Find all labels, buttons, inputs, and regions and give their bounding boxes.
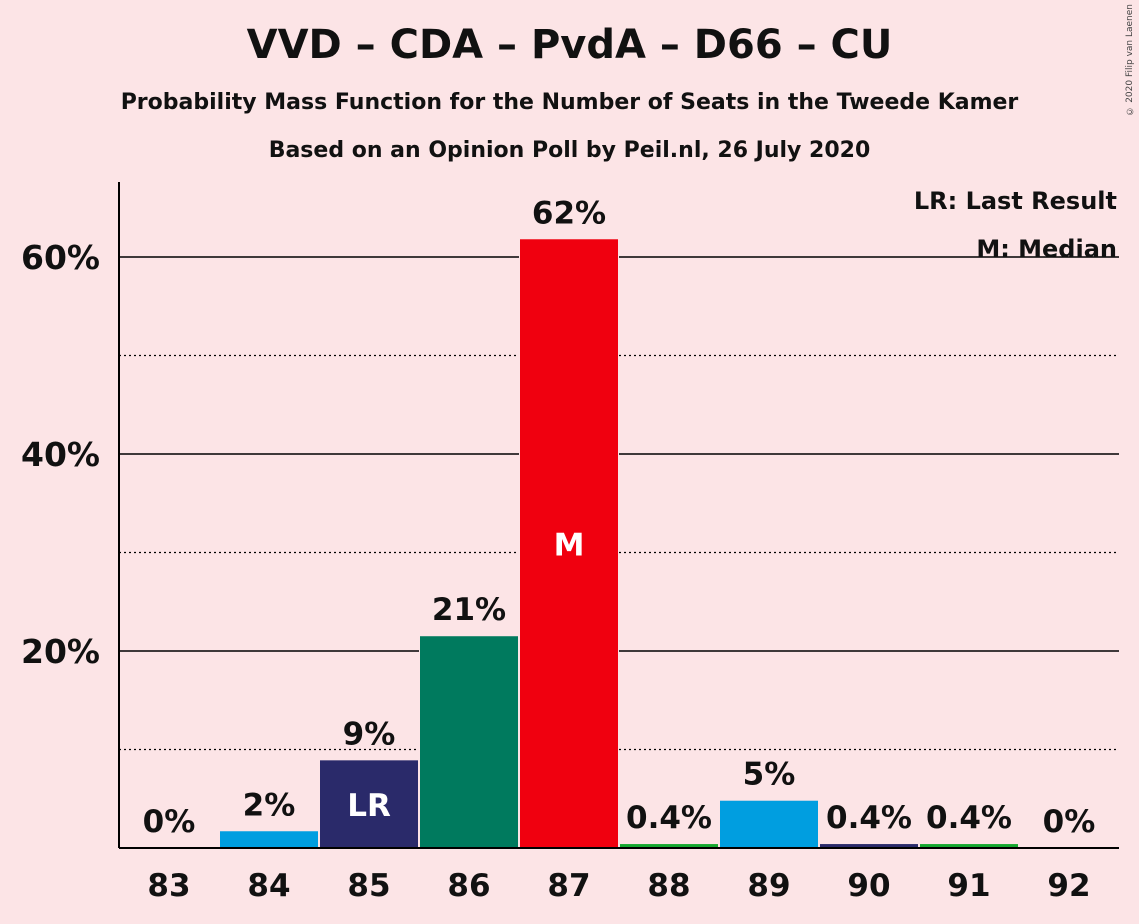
y-tick-40: 40% (21, 435, 100, 474)
bar-86 (420, 636, 518, 848)
legend-median: M: Median (976, 235, 1117, 263)
data-label-85: 9% (343, 716, 396, 752)
data-label-91: 0.4% (926, 800, 1012, 836)
x-tick-92: 92 (1047, 868, 1090, 904)
data-label-88: 0.4% (626, 800, 712, 836)
y-tick-20: 20% (21, 632, 100, 671)
data-label-87: 62% (532, 195, 606, 231)
x-tick-87: 87 (547, 868, 590, 904)
x-tick-89: 89 (747, 868, 790, 904)
bar-inside-label: LR (347, 788, 391, 824)
chart-subtitle: Probability Mass Function for the Number… (120, 90, 1019, 115)
axes (118, 182, 1119, 849)
bar-85 (320, 760, 418, 848)
chart-subtitle-source: Based on an Opinion Poll by Peil.nl, 26 … (268, 138, 871, 163)
data-label-90: 0.4% (826, 800, 912, 836)
y-tick-60: 60% (21, 238, 100, 277)
x-tick-91: 91 (947, 868, 990, 904)
data-label-86: 21% (432, 592, 506, 628)
bar-87 (520, 239, 618, 848)
chart-title: VVD – CDA – PvdA – D66 – CU (246, 22, 893, 68)
data-label-83: 0% (143, 804, 196, 840)
legend-last-result: LR: Last Result (914, 187, 1117, 215)
data-label-84: 2% (243, 787, 296, 823)
x-tick-83: 83 (147, 868, 190, 904)
x-tick-84: 84 (247, 868, 290, 904)
tick-labels: 83 84 85 86 87 88 89 90 91 92 20% 40% 60% (21, 238, 1091, 904)
data-labels: 0% 2% LR 9% 21% M 62% 0.4% 5% 0.4% 0.4% 0% (143, 195, 1096, 840)
data-label-92: 0% (1043, 804, 1096, 840)
data-label-89: 5% (743, 757, 796, 793)
bar-84 (220, 831, 318, 848)
bars (219, 238, 1019, 848)
x-tick-90: 90 (847, 868, 890, 904)
x-tick-88: 88 (647, 868, 690, 904)
bar-88 (620, 844, 718, 848)
bar-91 (920, 844, 1018, 848)
x-tick-85: 85 (347, 868, 390, 904)
bar-inside-label: M (554, 528, 585, 564)
x-tick-86: 86 (447, 868, 490, 904)
bar-89 (720, 800, 818, 848)
bar-90 (820, 844, 918, 848)
